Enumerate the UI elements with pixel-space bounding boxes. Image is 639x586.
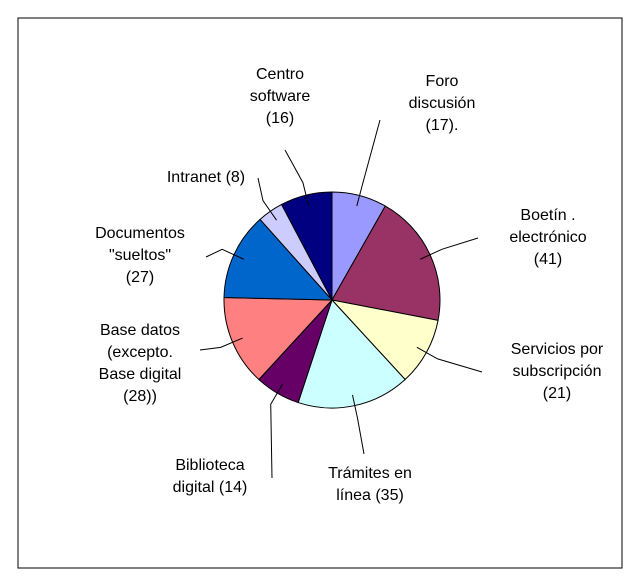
slice-label: software xyxy=(250,88,311,105)
category-label: Documentos xyxy=(95,225,185,242)
leader-line xyxy=(356,119,381,207)
leader-line xyxy=(205,248,244,260)
category-label: electrónico xyxy=(509,229,586,246)
category-label: subscripción xyxy=(513,363,602,380)
slice-label: Intranet (8) xyxy=(167,169,245,186)
category-label: discusión xyxy=(409,95,476,112)
value-label: (16) xyxy=(266,110,294,127)
value-label: (8) xyxy=(226,169,246,186)
slice-label: Foro xyxy=(426,73,459,90)
leader-line xyxy=(352,394,365,455)
slice-label: línea (35) xyxy=(336,487,404,504)
slice-label: Base digital xyxy=(99,366,182,383)
slice-label: digital (14) xyxy=(173,479,248,496)
value-label: (28)) xyxy=(123,388,157,405)
category-label: "sueltos" xyxy=(109,247,171,264)
category-label: Base datos xyxy=(100,322,180,339)
category-label: software xyxy=(250,88,311,105)
leader-line xyxy=(420,237,479,260)
category-label: Base digital xyxy=(99,366,182,383)
category-label: Biblioteca xyxy=(175,457,244,474)
value-label: (17). xyxy=(426,117,459,134)
slice-label: discusión xyxy=(409,95,476,112)
category-label: línea xyxy=(336,487,371,504)
value-label: (35) xyxy=(375,487,403,504)
leader-line xyxy=(270,383,284,479)
slice-label: Documentos xyxy=(95,225,185,242)
leader-line xyxy=(416,346,483,373)
leader-line xyxy=(199,337,243,351)
leader-line xyxy=(284,149,310,206)
category-label: Centro xyxy=(256,66,304,83)
value-label: (14) xyxy=(219,479,247,496)
value-label: (21) xyxy=(543,385,571,402)
category-label: Intranet xyxy=(167,169,222,186)
category-label: Trámites en xyxy=(328,465,412,482)
slice-label: Servicios por xyxy=(511,341,604,358)
value-label: (27) xyxy=(126,269,154,286)
slice-label: "sueltos" xyxy=(109,247,171,264)
slice-label: Biblioteca xyxy=(175,457,244,474)
slice-label: electrónico xyxy=(509,229,586,246)
slice-label: subscripción xyxy=(513,363,602,380)
category-label: digital xyxy=(173,479,215,496)
category-label: Boetín . xyxy=(520,207,575,224)
slice-label: Trámites en xyxy=(328,465,412,482)
leader-line xyxy=(257,177,277,221)
category-label: (excepto. xyxy=(107,344,173,361)
category-label: Servicios por xyxy=(511,341,604,358)
value-label: (41) xyxy=(534,251,562,268)
slice-label: Centro xyxy=(256,66,304,83)
slice-label: (excepto. xyxy=(107,344,173,361)
slice-label: Boetín . xyxy=(520,207,575,224)
category-label: Foro xyxy=(426,73,459,90)
slice-label: Base datos xyxy=(100,322,180,339)
